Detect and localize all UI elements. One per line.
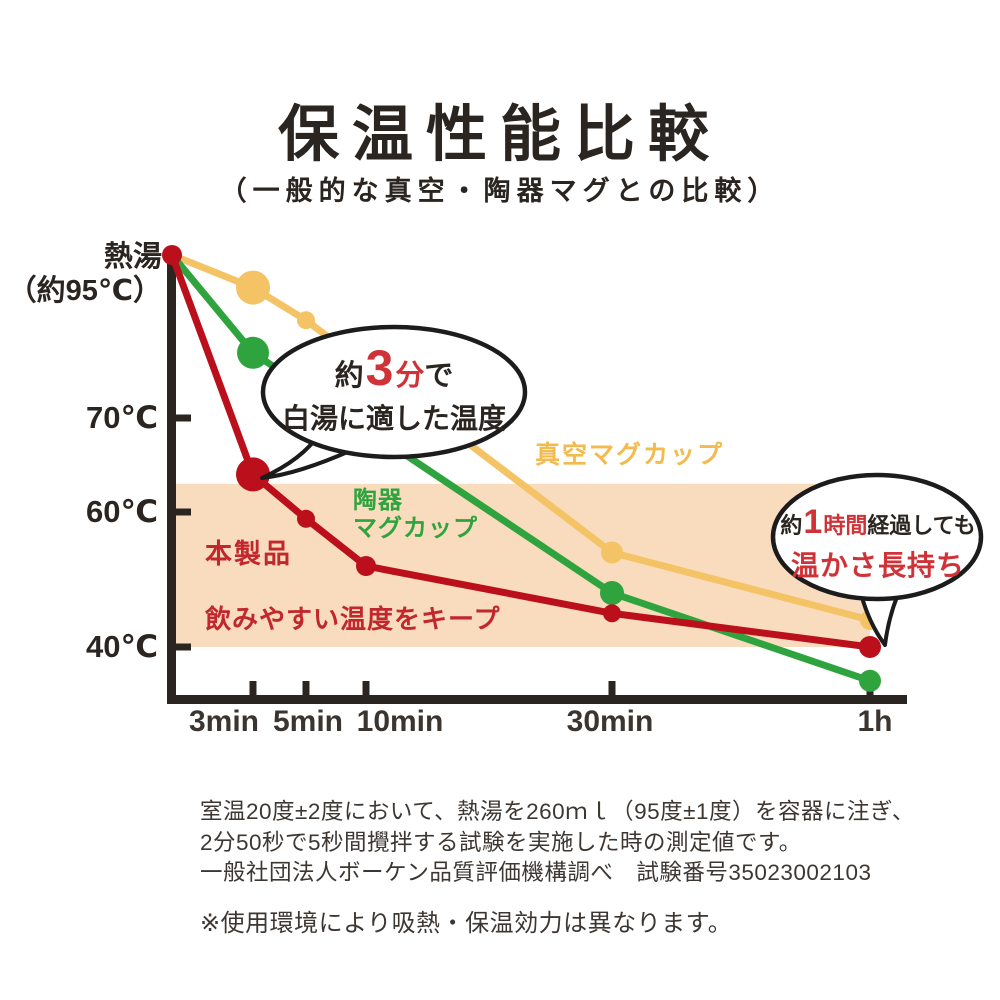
- bubble-3min-suffix: で: [424, 360, 454, 392]
- series-line-0: [168, 251, 874, 651]
- series-dot-0-3min: [236, 457, 270, 492]
- drinkable-temperature-band: [171, 483, 870, 647]
- bubble-1h-unit: 時間: [823, 513, 868, 538]
- bubble-3min-number: 3: [365, 340, 394, 396]
- disclaimer-note: ※使用環境により吸熱・保温効力は異なります。: [200, 910, 733, 937]
- y-axis-label-hot-water-line1: 熱湯: [103, 241, 162, 273]
- bubble-1h-number: 1: [803, 503, 823, 541]
- series-dot-2-30min: [600, 581, 624, 605]
- series-dot-0-5min: [297, 509, 315, 528]
- y-axis-tick-70: [171, 414, 191, 422]
- y-axis-label-hot-water: 熱湯 （約95℃）: [8, 240, 162, 308]
- series-dot-1-5min: [297, 311, 315, 330]
- annotation-bubble-1h: 約 1 時間 経過しても 温かさ長持ち: [772, 505, 984, 584]
- x-axis-tick-label-3min: 3min: [188, 705, 260, 738]
- bubble-3min-prefix: 約: [334, 360, 364, 392]
- y-axis-tick-60: [171, 508, 191, 516]
- ceramic-mug-series-label: 陶器 マグカップ: [353, 487, 478, 543]
- series-dot-0-10min: [356, 556, 376, 576]
- annotation-bubble-3min: 約 3 分 で 白湯に適した温度: [268, 343, 520, 437]
- x-axis-tick-label-1h: 1h: [857, 705, 893, 738]
- series-line-2: [168, 251, 874, 685]
- series-dot-0-30min: [603, 604, 621, 623]
- y-axis-tick-label-70: 70℃: [85, 400, 158, 435]
- series-dot-1-3min: [236, 270, 270, 305]
- series-dot-1-30min: [601, 541, 623, 564]
- drinkable-band-label: 飲みやすい温度をキープ: [205, 604, 501, 634]
- bubble-3min-unit: 分: [395, 360, 425, 392]
- y-axis-tick-label-40: 40℃: [85, 629, 158, 664]
- x-axis-tick-5min: [302, 681, 310, 700]
- y-axis-line: [167, 247, 176, 704]
- bubble-1h-prefix: 約: [780, 513, 803, 538]
- annotation-bubble-3min-line2: 白湯に適した温度: [281, 403, 506, 434]
- y-axis-tick-label-60: 60℃: [85, 494, 158, 529]
- speech-bubble-1h-shape: [770, 472, 984, 647]
- x-axis-tick-10min: [362, 681, 370, 700]
- vacuum-mug-series-label: 真空マグカップ: [535, 441, 725, 469]
- bubble-1h-suffix: 経過しても: [867, 513, 976, 538]
- series-dot-0-0min: [162, 245, 182, 265]
- series-dot-0-1h: [859, 636, 881, 658]
- x-axis-tick-3min: [249, 681, 257, 700]
- series-dot-2-1h: [859, 669, 881, 692]
- x-axis-tick-label-30min: 30min: [566, 705, 654, 738]
- test-conditions-line2: 2分50秒で5秒間攪拌する試験を実施した時の測定値です。: [200, 829, 802, 855]
- speech-bubble-3min-mask: [267, 331, 521, 453]
- x-axis-line: [167, 695, 907, 704]
- page-subtitle: （一般的な真空・陶器マグとの比較）: [219, 176, 781, 206]
- x-axis-tick-label-5min: 5min: [272, 705, 344, 738]
- test-conditions-line1: 室温20度±2度において、熱湯を260ｍｌ（95度±1度）を容器に注ぎ、: [200, 799, 915, 824]
- x-axis-tick-label-10min: 10min: [356, 705, 444, 738]
- series-dot-2-3min: [237, 336, 269, 369]
- y-axis-tick-40: [171, 643, 191, 651]
- ceramic-mug-series-label-line2: マグカップ: [353, 515, 478, 542]
- page-title: 保温性能比較: [277, 100, 722, 168]
- x-axis-tick-30min: [608, 681, 616, 700]
- speech-bubble-1h-mask: [777, 479, 977, 595]
- test-conditions-note: 室温20度±2度において、熱湯を260ｍｌ（95度±1度）を容器に注ぎ、 2分5…: [200, 797, 915, 889]
- annotation-bubble-1h-line2: 温かさ長持ち: [790, 550, 965, 581]
- test-conditions-line3: 一般社団法人ボーケン品質評価機構調べ 試験番号35023002103: [200, 860, 872, 885]
- annotation-bubble-1h-line1: 約 1 時間 経過しても: [772, 505, 984, 540]
- speech-bubble-3min-shape: [260, 324, 528, 480]
- annotation-bubble-3min-line1: 約 3 分 で: [268, 343, 520, 394]
- product-series-label: 本製品: [205, 539, 292, 569]
- y-axis-label-hot-water-line2: （約95℃）: [7, 275, 162, 307]
- ceramic-mug-series-label-line1: 陶器: [353, 487, 403, 514]
